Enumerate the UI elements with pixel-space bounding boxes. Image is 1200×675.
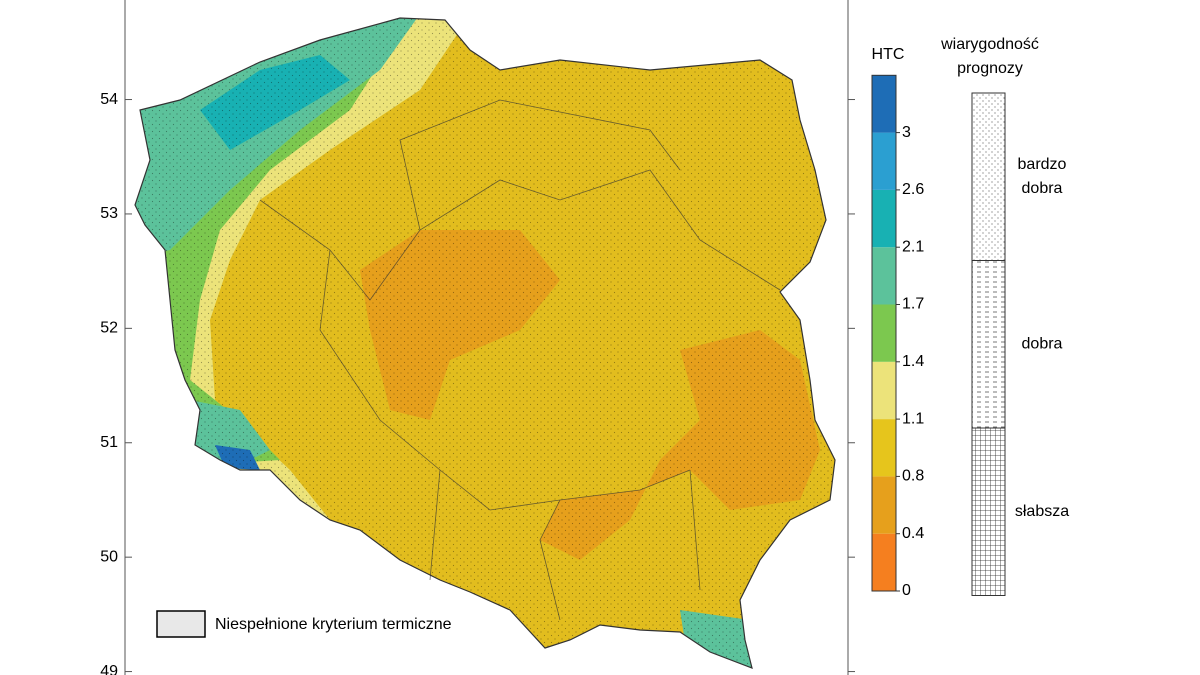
lat-tick-label: 50 [100, 548, 118, 565]
legend-label: Niespełnione kryterium termiczne [215, 616, 452, 633]
lat-tick-label: 51 [100, 434, 118, 451]
region-borders [259, 99, 781, 621]
colorbar-tick-label: 0.8 [902, 468, 924, 485]
colorbar-title: HTC [872, 46, 905, 63]
legend-swatch [156, 610, 206, 638]
htc-map [135, 18, 835, 668]
colorbar-segment [872, 476, 896, 534]
reliability-box [971, 260, 1006, 429]
reliability-label: słabsza [1015, 503, 1069, 520]
colorbar-tick-label: 1.4 [902, 353, 924, 370]
colorbar-segment [872, 533, 896, 591]
colorbar-segment [872, 247, 896, 305]
reliability-box [971, 92, 1006, 261]
colorbar-segment [872, 419, 896, 477]
colorbar-tick-label: 1.7 [902, 296, 924, 313]
reliability-label: bardzo [1018, 156, 1067, 173]
colorbar-tick-label: 3 [902, 124, 911, 141]
colorbar-tick-label: 2.6 [902, 181, 924, 198]
colorbar-segment [872, 132, 896, 190]
lat-tick-label: 49 [100, 663, 118, 675]
reliability-title: prognozy [957, 60, 1023, 77]
lat-tick-label: 52 [100, 320, 118, 337]
colorbar-tick-label: 0 [902, 582, 911, 599]
colorbar-tick-label: 2.1 [902, 238, 924, 255]
reliability-label: dobra [1022, 335, 1063, 352]
colorbar-segment [872, 189, 896, 248]
colorbar-segment [872, 361, 896, 420]
lat-tick-label: 54 [100, 91, 118, 108]
colorbar-tick-label: 0.4 [902, 525, 924, 542]
colorbar-frame [871, 74, 897, 592]
colorbar-tick-label: 1.1 [902, 410, 924, 427]
reliability-title: wiarygodność [940, 36, 1039, 53]
reliability-box [971, 427, 1006, 596]
colorbar-segment [872, 75, 896, 133]
reliability-label: dobra [1022, 180, 1063, 197]
colorbar-segment [872, 304, 896, 362]
lat-tick-label: 53 [100, 205, 118, 222]
